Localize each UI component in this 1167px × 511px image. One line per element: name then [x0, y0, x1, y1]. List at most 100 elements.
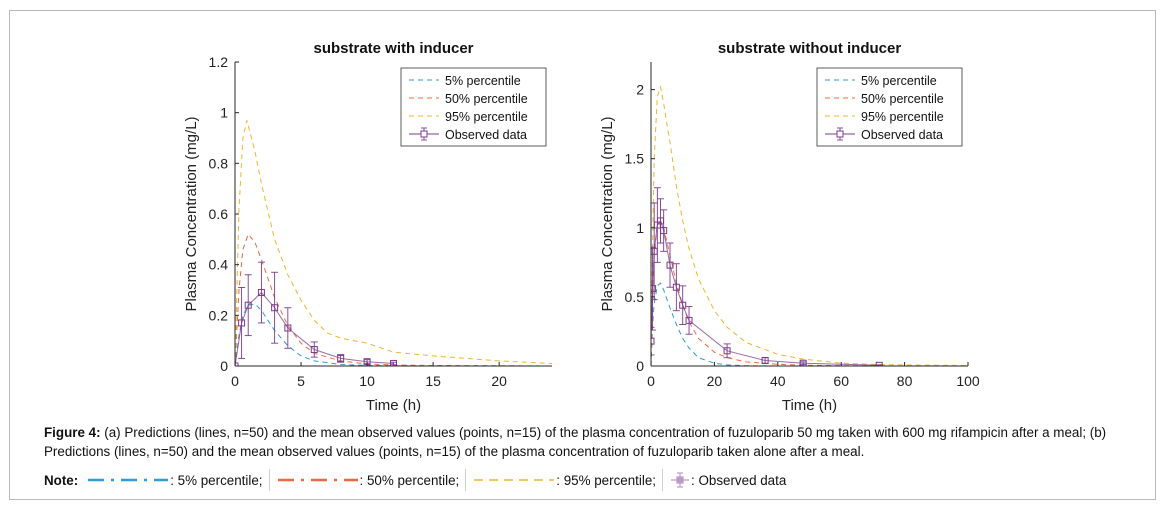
legend-entry-observed: Observed data	[409, 127, 527, 142]
observed-point	[390, 359, 397, 366]
x-tick-label: 10	[359, 373, 375, 389]
legend-entry-p50: 50% percentile	[825, 92, 944, 106]
note-separator	[465, 469, 467, 491]
legend-label: 95% percentile	[445, 110, 528, 124]
x-tick-label: 5	[297, 373, 305, 389]
note-text-p95: : 95% percentile;	[556, 472, 657, 488]
note-item-p50: : 50% percentile;	[276, 472, 460, 488]
legend-label: 50% percentile	[445, 92, 528, 106]
observed-marker	[238, 319, 246, 327]
observed-marker	[390, 359, 397, 366]
note-swatch-observed	[671, 472, 690, 488]
chart-1: substrate with inducer 0 5 10 15 20 0 0.2 0.4 0.6…	[183, 40, 552, 414]
y-tick-label: 1	[220, 105, 228, 121]
y-axis-label: Plasma Concentration (mg/L)	[599, 116, 616, 311]
observed-marker	[244, 301, 252, 309]
note-text-observed: : Observed data	[691, 472, 787, 488]
x-tick-label: 0	[231, 373, 239, 389]
series-line-p50	[235, 233, 552, 366]
observed-marker	[651, 337, 655, 345]
note-swatch-p5	[88, 478, 169, 482]
observed-point	[337, 354, 345, 363]
plot-area	[651, 84, 968, 366]
observed-point	[679, 285, 687, 325]
chart-title: substrate without inducer	[718, 40, 902, 57]
observed-point	[875, 361, 883, 366]
observed-marker	[651, 285, 657, 293]
legend-entry-p95: 95% percentile	[825, 110, 944, 124]
figure-caption: Figure 4: (a) Predictions (lines, n=50) …	[44, 423, 1144, 461]
legend-label: 5% percentile	[861, 74, 937, 88]
observed-point	[651, 326, 655, 356]
observed-marker	[761, 356, 769, 364]
note-text-p50: : 50% percentile;	[359, 472, 460, 488]
observed-marker	[284, 324, 292, 332]
chart-2: substrate without inducer 0 20 40 60 80 100 0 0.…	[599, 40, 980, 414]
series-line-p50	[651, 219, 968, 366]
x-tick-label: 15	[425, 373, 441, 389]
observed-point	[672, 263, 680, 312]
series-line-p95	[651, 84, 968, 366]
legend-label: 5% percentile	[445, 74, 521, 88]
legend: 5% percentile 50% percentile 95% percentil…	[400, 67, 547, 147]
series-line-observed	[235, 291, 394, 366]
observed-point	[666, 242, 674, 288]
observed-marker	[660, 227, 668, 235]
legend-marker	[836, 130, 844, 138]
x-tick-label: 20	[491, 373, 507, 389]
note-text-p5: : 5% percentile;	[170, 472, 263, 488]
legend-entry-p5: 5% percentile	[409, 74, 521, 88]
caption-label: Figure 4:	[44, 425, 101, 440]
legend-label: 50% percentile	[861, 92, 944, 106]
observed-marker	[723, 347, 731, 355]
x-tick-label: 40	[770, 373, 786, 389]
y-tick-label: 0.5	[625, 289, 645, 305]
figure-frame	[9, 10, 1156, 500]
observed-point	[723, 343, 731, 359]
observed-point	[244, 274, 252, 337]
x-axis-label: Time (h)	[782, 397, 837, 414]
plot-area	[235, 120, 552, 366]
x-tick-label: 80	[897, 373, 913, 389]
observed-marker	[271, 304, 279, 312]
x-axis-label: Time (h)	[366, 397, 421, 414]
y-tick-label: 0.4	[209, 257, 229, 273]
series-line-p95	[235, 120, 552, 366]
x-tick-label: 0	[647, 373, 655, 389]
note-separator	[268, 469, 270, 491]
observed-marker	[685, 316, 693, 324]
y-axis-label: Plasma Concentration (mg/L)	[183, 116, 200, 311]
x-tick-label: 20	[707, 373, 723, 389]
series-line-observed	[651, 219, 880, 366]
legend-label: 95% percentile	[861, 110, 944, 124]
observed-point	[761, 356, 769, 364]
observed-point	[657, 198, 665, 244]
y-tick-label: 2	[636, 82, 644, 98]
observed-point	[651, 246, 657, 331]
x-tick-label: 100	[956, 373, 980, 389]
observed-point	[271, 271, 279, 344]
legend-entry-p95: 95% percentile	[409, 110, 528, 124]
series-line-p5	[235, 303, 552, 366]
series-line-p5	[651, 282, 968, 366]
observed-marker	[799, 359, 807, 366]
observed-point	[685, 306, 693, 335]
y-tick-label: 1	[636, 220, 644, 236]
legend-entry-p50: 50% percentile	[409, 92, 528, 106]
legend-label: Observed data	[861, 128, 943, 142]
observed-marker	[875, 361, 883, 366]
observed-marker	[672, 283, 680, 291]
observed-point	[660, 209, 668, 252]
y-tick-label: 1.5	[625, 151, 645, 167]
caption-text: (a) Predictions (lines, n=50) and the me…	[44, 425, 1107, 459]
legend-entry-p5: 5% percentile	[825, 74, 937, 88]
legend-label: Observed data	[445, 128, 527, 142]
observed-marker	[679, 301, 687, 309]
y-tick-label: 1.2	[209, 54, 229, 70]
observed-marker	[337, 354, 345, 362]
observed-point	[799, 359, 807, 366]
note-item-p5: : 5% percentile;	[86, 472, 263, 488]
y-tick-label: 0.6	[209, 206, 229, 222]
observed-point	[238, 287, 246, 359]
